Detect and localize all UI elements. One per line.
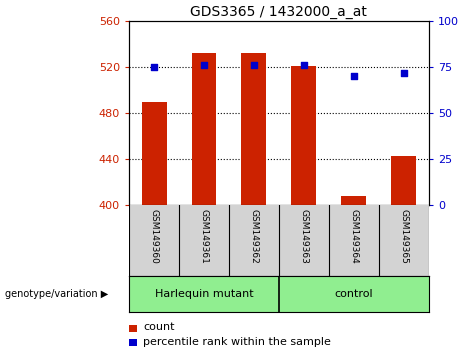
Point [350,74,357,79]
Title: GDS3365 / 1432000_a_at: GDS3365 / 1432000_a_at [190,5,367,19]
Bar [191,53,217,205]
Point [250,63,258,68]
Text: Harlequin mutant: Harlequin mutant [155,289,253,299]
Bar [391,156,416,205]
Bar [242,53,266,205]
Bar [291,66,316,205]
Point [400,70,408,76]
Text: count: count [143,322,174,332]
Point [150,64,158,70]
Point [300,63,307,68]
Text: GSM149361: GSM149361 [200,209,208,264]
Text: percentile rank within the sample: percentile rank within the sample [143,337,331,347]
Bar [341,196,366,205]
Text: GSM149364: GSM149364 [349,209,358,264]
Text: GSM149363: GSM149363 [299,209,308,264]
Text: GSM149365: GSM149365 [399,209,408,264]
Text: GSM149360: GSM149360 [149,209,159,264]
Bar [142,102,166,205]
Point [200,63,207,68]
Text: control: control [335,289,373,299]
Text: genotype/variation ▶: genotype/variation ▶ [5,289,108,299]
Text: GSM149362: GSM149362 [249,209,259,264]
